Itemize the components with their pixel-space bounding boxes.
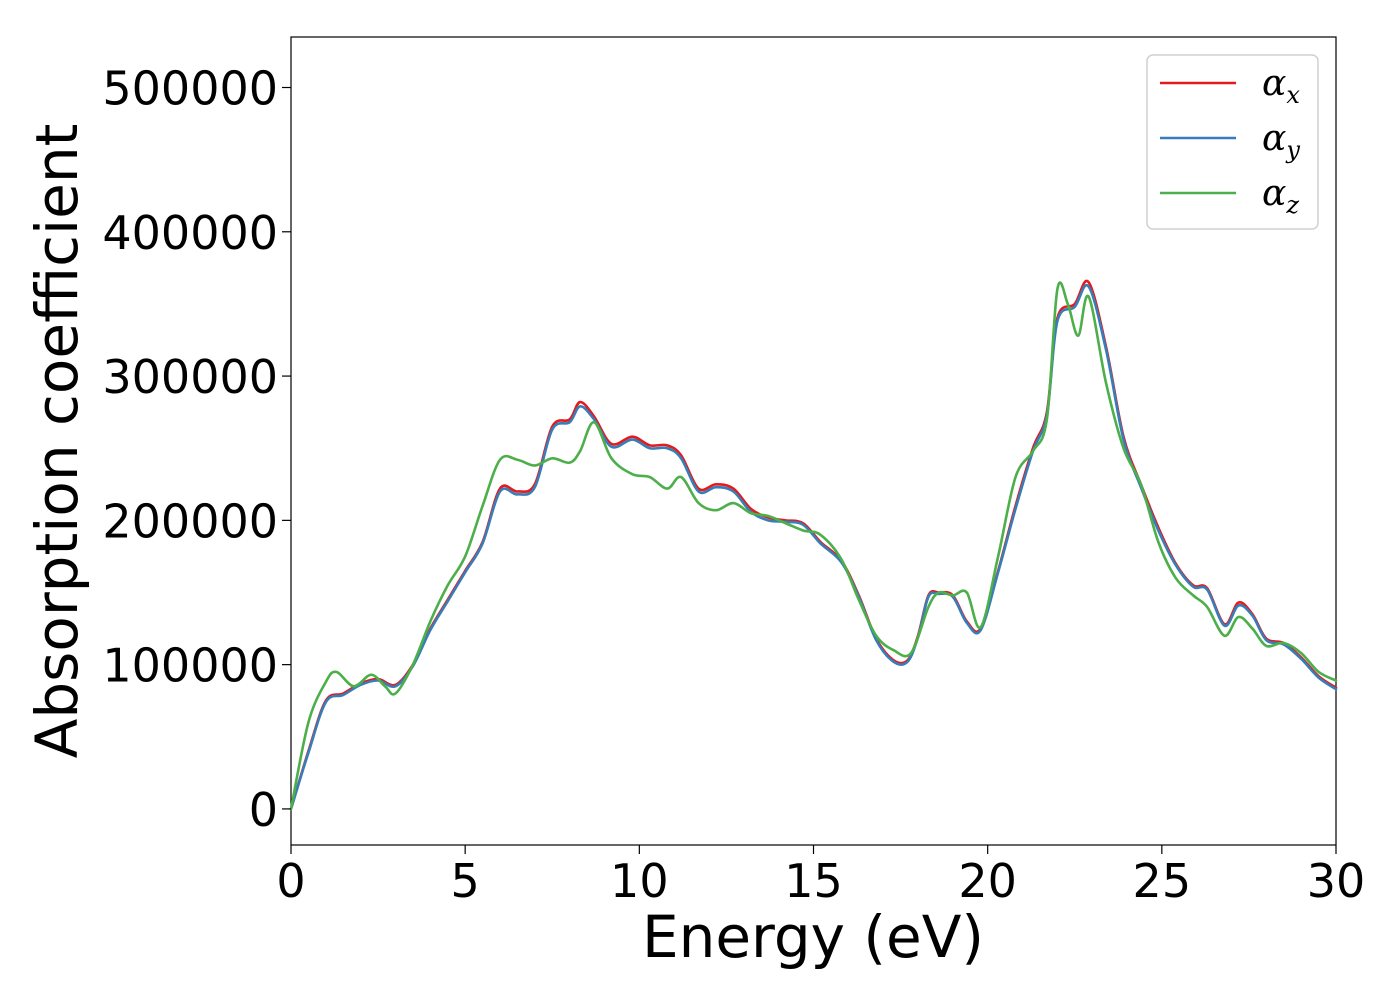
legend-label-alpha-y: αy [1262,118,1300,164]
y-tick-label-0: 0 [249,783,278,837]
x-tick-label-2: 10 [610,854,669,908]
y-tick-label-2: 200000 [102,494,278,548]
x-tick-label-3: 15 [784,854,843,908]
y-axis-label: Absorption coefficient [23,124,91,759]
x-axis: 0 5 10 15 20 25 30 [276,845,1365,908]
y-axis: 0 100000 200000 300000 400000 500000 [102,62,291,837]
y-tick-label-4: 400000 [102,206,278,260]
legend-label-alpha-z: αz [1262,173,1299,219]
legend-box [1146,54,1319,230]
x-tick-label-6: 30 [1307,854,1366,908]
x-tick-label-4: 20 [958,854,1017,908]
series-line-alpha-z [289,281,1338,811]
series-layer [289,279,1338,811]
x-tick-label-5: 25 [1133,854,1192,908]
y-tick-label-1: 100000 [102,639,278,693]
x-tick-label-1: 5 [451,854,480,908]
legend: αx αy αz [1146,54,1319,230]
y-tick-label-3: 300000 [102,350,278,404]
x-tick-label-0: 0 [276,854,305,908]
y-tick-label-5: 500000 [102,62,278,116]
x-axis-label: Energy (eV) [642,903,984,971]
legend-label-alpha-x: αx [1262,63,1300,109]
